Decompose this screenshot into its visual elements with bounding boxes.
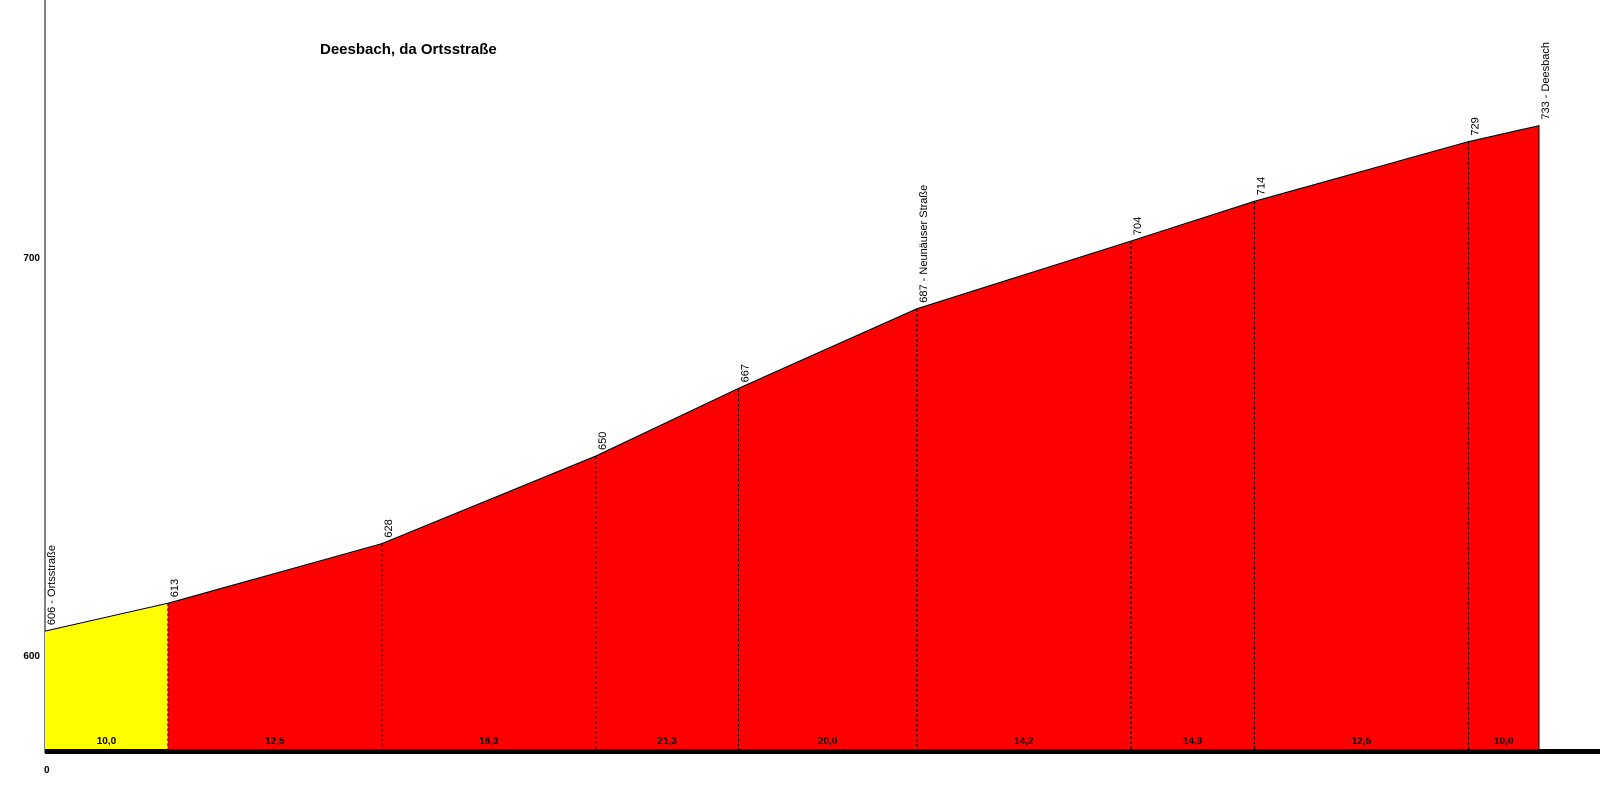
profile-segment bbox=[1468, 125, 1539, 749]
elevation-point-label: 714 bbox=[1255, 177, 1267, 195]
segment-gradient-label: 14,2 bbox=[1014, 736, 1034, 747]
segment-dividers bbox=[167, 141, 1469, 749]
elevation-point-label: 606 - Ortsstraße bbox=[46, 545, 58, 625]
y-tick-label: 700 bbox=[23, 253, 40, 264]
segment-gradient-label: 18,3 bbox=[479, 736, 499, 747]
segment-gradient-label: 10,0 bbox=[97, 736, 117, 747]
point-labels: 606 - Ortsstraße 613 628 650 667 687 - Neunäu… bbox=[46, 42, 1552, 625]
y-tick-labels: 600 700 bbox=[23, 253, 40, 662]
profile-segment bbox=[738, 308, 917, 749]
profile-segment bbox=[167, 543, 382, 749]
x-axis-bar bbox=[45, 749, 1600, 754]
profile-segment bbox=[381, 456, 596, 749]
elevation-point-label: 650 bbox=[597, 432, 609, 450]
profile-outline bbox=[44, 125, 1540, 749]
elevation-point-label: 667 bbox=[740, 364, 752, 382]
segment-gradient-label: 20,0 bbox=[818, 736, 838, 747]
profile-segments bbox=[45, 125, 1539, 749]
elevation-point-label: 687 - Neunäuser Straße bbox=[918, 185, 930, 303]
elevation-point-label: 729 bbox=[1469, 117, 1481, 135]
segment-gradient-label: 10,0 bbox=[1494, 736, 1514, 747]
x-tick-labels: 0 bbox=[44, 765, 50, 776]
elevation-point-label: 733 - Deesbach bbox=[1540, 42, 1552, 120]
segment-gradient-label: 14,3 bbox=[1183, 736, 1203, 747]
profile-segment bbox=[45, 603, 168, 749]
y-tick-label: 600 bbox=[23, 651, 40, 662]
profile-segment bbox=[1130, 201, 1255, 749]
segment-gradient-label: 21,3 bbox=[657, 736, 677, 747]
x-tick-label: 0 bbox=[44, 765, 50, 776]
elevation-point-label: 613 bbox=[169, 579, 181, 597]
profile-segment bbox=[916, 241, 1131, 749]
segment-gradient-labels: 10,0 12,5 18,3 21,3 20,0 14,2 14,3 12,5 10,0 bbox=[97, 736, 1514, 747]
elevation-point-label: 704 bbox=[1132, 217, 1144, 235]
profile-segment bbox=[1254, 141, 1469, 749]
chart-title: Deesbach, da Ortsstraße bbox=[320, 41, 497, 58]
elevation-point-label: 628 bbox=[383, 519, 395, 537]
profile-segment bbox=[595, 388, 739, 749]
segment-gradient-label: 12,5 bbox=[1352, 736, 1372, 747]
segment-gradient-label: 12,5 bbox=[265, 736, 285, 747]
